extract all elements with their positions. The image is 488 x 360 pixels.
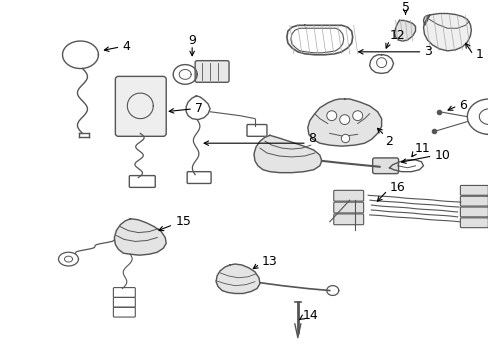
FancyBboxPatch shape bbox=[459, 185, 488, 195]
Text: 13: 13 bbox=[262, 255, 277, 267]
Polygon shape bbox=[394, 21, 415, 41]
Polygon shape bbox=[114, 219, 166, 255]
Text: 11: 11 bbox=[414, 141, 429, 154]
Text: 10: 10 bbox=[433, 149, 449, 162]
Text: 4: 4 bbox=[122, 40, 130, 53]
Text: 8: 8 bbox=[307, 132, 315, 145]
Text: 12: 12 bbox=[389, 29, 405, 42]
FancyBboxPatch shape bbox=[459, 218, 488, 228]
FancyBboxPatch shape bbox=[459, 207, 488, 217]
Text: 6: 6 bbox=[458, 99, 467, 112]
FancyBboxPatch shape bbox=[195, 61, 228, 82]
Text: 3: 3 bbox=[424, 45, 431, 58]
FancyBboxPatch shape bbox=[115, 76, 166, 136]
Circle shape bbox=[352, 111, 362, 121]
Circle shape bbox=[326, 111, 336, 121]
Polygon shape bbox=[216, 264, 260, 293]
FancyBboxPatch shape bbox=[333, 190, 363, 201]
Text: 7: 7 bbox=[195, 102, 203, 115]
FancyBboxPatch shape bbox=[459, 196, 488, 206]
Circle shape bbox=[339, 115, 349, 125]
Text: 14: 14 bbox=[302, 309, 318, 321]
Text: 2: 2 bbox=[385, 135, 393, 148]
Text: 15: 15 bbox=[175, 215, 191, 228]
FancyBboxPatch shape bbox=[333, 202, 363, 213]
Text: 1: 1 bbox=[474, 48, 482, 61]
Polygon shape bbox=[423, 14, 470, 51]
Text: 5: 5 bbox=[401, 1, 409, 14]
FancyBboxPatch shape bbox=[372, 158, 398, 174]
Polygon shape bbox=[307, 99, 381, 146]
Text: 16: 16 bbox=[389, 181, 405, 194]
FancyBboxPatch shape bbox=[333, 214, 363, 225]
Text: 9: 9 bbox=[188, 33, 196, 46]
Polygon shape bbox=[253, 135, 321, 173]
